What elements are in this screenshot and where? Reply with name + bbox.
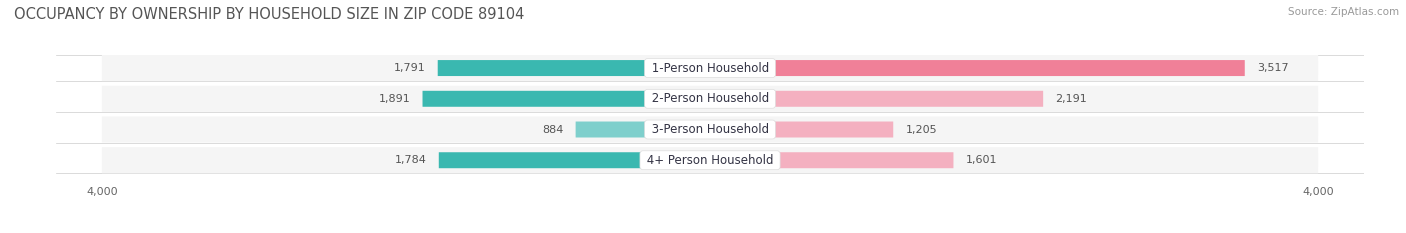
FancyBboxPatch shape xyxy=(710,60,1244,76)
FancyBboxPatch shape xyxy=(101,86,1319,112)
FancyBboxPatch shape xyxy=(575,122,710,137)
FancyBboxPatch shape xyxy=(710,122,893,137)
FancyBboxPatch shape xyxy=(437,60,710,76)
Text: OCCUPANCY BY OWNERSHIP BY HOUSEHOLD SIZE IN ZIP CODE 89104: OCCUPANCY BY OWNERSHIP BY HOUSEHOLD SIZE… xyxy=(14,7,524,22)
FancyBboxPatch shape xyxy=(101,116,1319,143)
Text: 4+ Person Household: 4+ Person Household xyxy=(643,154,778,167)
Text: 3-Person Household: 3-Person Household xyxy=(648,123,772,136)
Text: 1,791: 1,791 xyxy=(394,63,426,73)
Text: Source: ZipAtlas.com: Source: ZipAtlas.com xyxy=(1288,7,1399,17)
FancyBboxPatch shape xyxy=(423,91,710,107)
FancyBboxPatch shape xyxy=(710,91,1043,107)
Legend: Owner-occupied, Renter-occupied: Owner-occupied, Renter-occupied xyxy=(591,230,830,233)
FancyBboxPatch shape xyxy=(710,152,953,168)
FancyBboxPatch shape xyxy=(101,147,1319,173)
FancyBboxPatch shape xyxy=(439,152,710,168)
Text: 2,191: 2,191 xyxy=(1056,94,1087,104)
Text: 1,891: 1,891 xyxy=(378,94,411,104)
Text: 2-Person Household: 2-Person Household xyxy=(648,92,772,105)
FancyBboxPatch shape xyxy=(101,55,1319,81)
Text: 884: 884 xyxy=(543,124,564,134)
Text: 1,784: 1,784 xyxy=(395,155,426,165)
Text: 1,601: 1,601 xyxy=(966,155,997,165)
Text: 1-Person Household: 1-Person Household xyxy=(648,62,772,75)
Text: 3,517: 3,517 xyxy=(1257,63,1288,73)
Text: 1,205: 1,205 xyxy=(905,124,936,134)
